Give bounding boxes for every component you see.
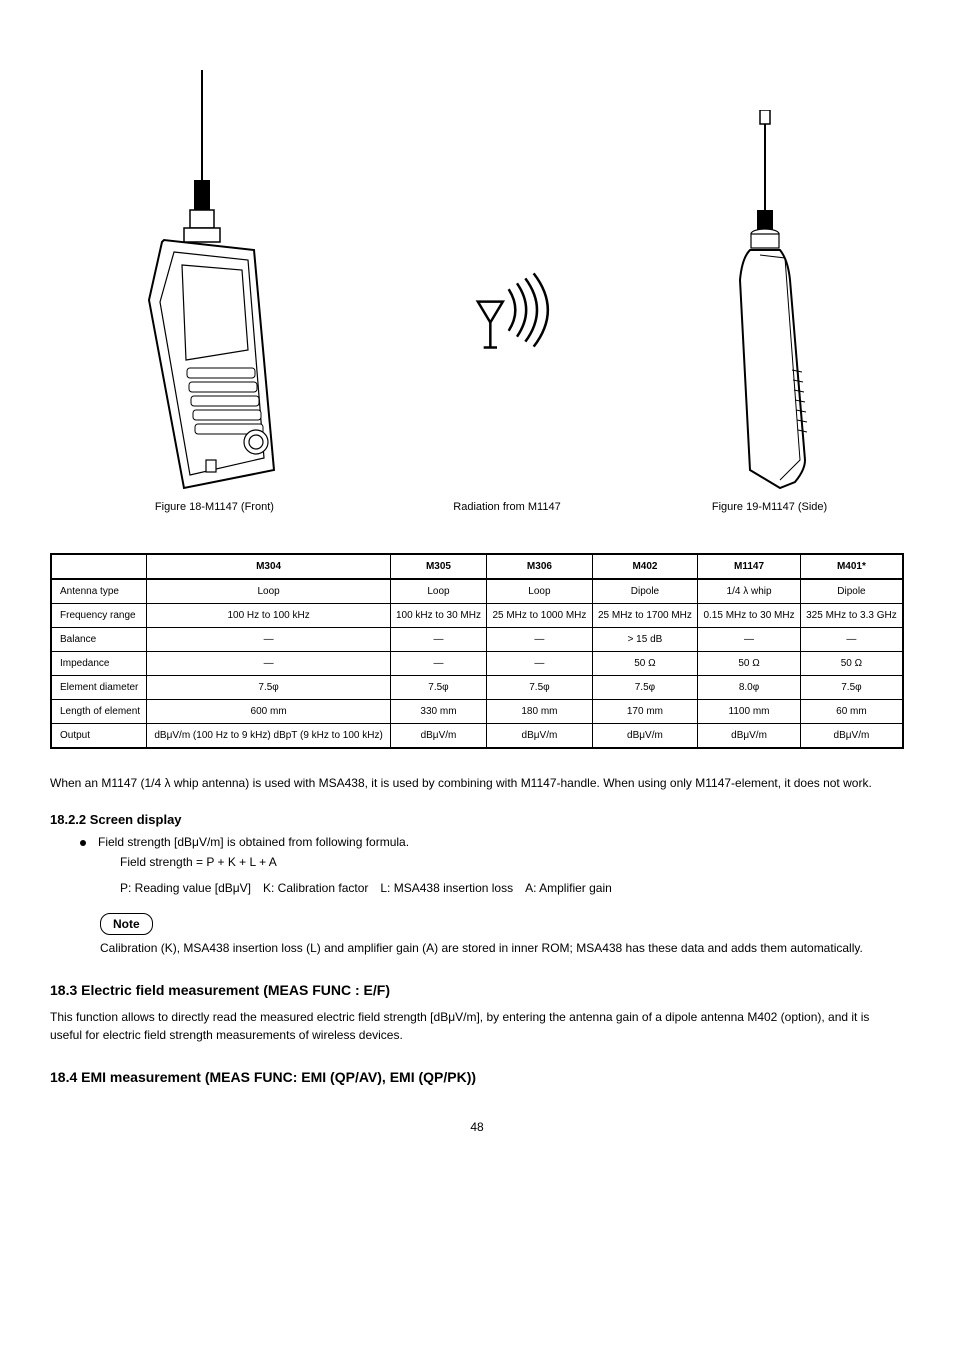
table-row: OutputdBμV/m (100 Hz to 9 kHz) dBpT (9 k… bbox=[51, 724, 903, 749]
heading-emi: 18.4 EMI measurement (MEAS FUNC: EMI (QP… bbox=[50, 1069, 904, 1085]
row-header-cell: Element diameter bbox=[51, 676, 147, 700]
figure-device-side: Figure 19-M1147 (Side) bbox=[710, 110, 830, 513]
m1147-usage-paragraph: When an M1147 (1/4 λ whip antenna) is us… bbox=[50, 774, 904, 792]
note-text: Calibration (K), MSA438 insertion loss (… bbox=[100, 939, 904, 957]
row-header-cell: Length of element bbox=[51, 700, 147, 724]
col-header bbox=[51, 554, 147, 579]
table-cell: 7.5φ bbox=[800, 676, 903, 700]
row-header-cell: Output bbox=[51, 724, 147, 749]
figure-front-label: Figure 18-M1147 (Front) bbox=[124, 501, 304, 513]
table-header-row: M304 M305 M306 M402 M1147 M401* bbox=[51, 554, 903, 579]
table-cell: 7.5φ bbox=[592, 676, 698, 700]
antenna-radiation-icon bbox=[457, 260, 557, 360]
row-header-cell: Impedance bbox=[51, 652, 147, 676]
table-cell: 0.15 MHz to 30 MHz bbox=[698, 604, 801, 628]
table-cell: 50 Ω bbox=[592, 652, 698, 676]
table-cell: > 15 dB bbox=[592, 628, 698, 652]
table-cell: — bbox=[800, 628, 903, 652]
device-side-illustration bbox=[710, 110, 830, 490]
table-row: Frequency range100 Hz to 100 kHz100 kHz … bbox=[51, 604, 903, 628]
table-row: Antenna typeLoopLoopLoopDipole1/4 λ whip… bbox=[51, 579, 903, 604]
table-row: Impedance———50 Ω50 Ω50 Ω bbox=[51, 652, 903, 676]
bullet-icon bbox=[80, 840, 86, 846]
table-cell: 325 MHz to 3.3 GHz bbox=[800, 604, 903, 628]
formula-line: Field strength = P + K + L + A bbox=[120, 855, 904, 869]
table-cell: 100 kHz to 30 MHz bbox=[390, 604, 486, 628]
table-cell: 1/4 λ whip bbox=[698, 579, 801, 604]
figure-radiation-label: Radiation from M1147 bbox=[453, 501, 560, 513]
table-cell: 60 mm bbox=[800, 700, 903, 724]
table-row: Length of element600 mm330 mm180 mm170 m… bbox=[51, 700, 903, 724]
table-cell: 600 mm bbox=[147, 700, 390, 724]
col-header: M1147 bbox=[698, 554, 801, 579]
col-header: M304 bbox=[147, 554, 390, 579]
figures-row: Figure 18-M1147 (Front) Radiation from M… bbox=[50, 70, 904, 513]
table-cell: — bbox=[390, 628, 486, 652]
heading-screen-display: 18.2.2 Screen display bbox=[50, 812, 904, 827]
figure-side-label: Figure 19-M1147 (Side) bbox=[710, 501, 830, 513]
bullet-field-strength: Field strength [dBμV/m] is obtained from… bbox=[80, 835, 904, 849]
table-cell: — bbox=[390, 652, 486, 676]
table-cell: dBμV/m bbox=[800, 724, 903, 749]
col-header: M305 bbox=[390, 554, 486, 579]
table-cell: Dipole bbox=[592, 579, 698, 604]
table-cell: 8.0φ bbox=[698, 676, 801, 700]
table-cell: dBμV/m bbox=[592, 724, 698, 749]
table-row: Balance———> 15 dB—— bbox=[51, 628, 903, 652]
bullet-text: Field strength [dBμV/m] is obtained from… bbox=[98, 835, 409, 849]
table-cell: dBμV/m bbox=[390, 724, 486, 749]
col-header: M402 bbox=[592, 554, 698, 579]
table-cell: 330 mm bbox=[390, 700, 486, 724]
table-cell: 1100 mm bbox=[698, 700, 801, 724]
table-cell: 50 Ω bbox=[698, 652, 801, 676]
row-header-cell: Balance bbox=[51, 628, 147, 652]
table-cell: Dipole bbox=[800, 579, 903, 604]
page-number: 48 bbox=[50, 1120, 904, 1134]
table-cell: 25 MHz to 1700 MHz bbox=[592, 604, 698, 628]
table-cell: dBμV/m (100 Hz to 9 kHz) dBpT (9 kHz to … bbox=[147, 724, 390, 749]
table-cell: — bbox=[147, 628, 390, 652]
table-cell: dBμV/m bbox=[698, 724, 801, 749]
efm-paragraph: This function allows to directly read th… bbox=[50, 1008, 904, 1044]
table-cell: — bbox=[487, 628, 593, 652]
table-cell: 100 Hz to 100 kHz bbox=[147, 604, 390, 628]
table-cell: — bbox=[147, 652, 390, 676]
row-header-cell: Antenna type bbox=[51, 579, 147, 604]
heading-efm: 18.3 Electric field measurement (MEAS FU… bbox=[50, 982, 904, 998]
table-cell: 170 mm bbox=[592, 700, 698, 724]
note-label-box: Note bbox=[100, 913, 153, 935]
device-front-illustration bbox=[124, 70, 304, 490]
table-cell: Loop bbox=[390, 579, 486, 604]
table-cell: 180 mm bbox=[487, 700, 593, 724]
table-cell: Loop bbox=[487, 579, 593, 604]
table-row: Element diameter7.5φ7.5φ7.5φ7.5φ8.0φ7.5φ bbox=[51, 676, 903, 700]
row-header-cell: Frequency range bbox=[51, 604, 147, 628]
table-cell: 25 MHz to 1000 MHz bbox=[487, 604, 593, 628]
table-cell: dBμV/m bbox=[487, 724, 593, 749]
table-cell: 7.5φ bbox=[390, 676, 486, 700]
col-header: M306 bbox=[487, 554, 593, 579]
table-cell: 50 Ω bbox=[800, 652, 903, 676]
col-header: M401* bbox=[800, 554, 903, 579]
figure-device-front: Figure 18-M1147 (Front) bbox=[124, 70, 304, 513]
table-cell: 7.5φ bbox=[487, 676, 593, 700]
table-cell: — bbox=[487, 652, 593, 676]
figure-radiation-icon: Radiation from M1147 bbox=[453, 260, 560, 513]
formula-legend: P: Reading value [dBμV] K: Calibration f… bbox=[120, 881, 904, 895]
table-cell: — bbox=[698, 628, 801, 652]
table-cell: Loop bbox=[147, 579, 390, 604]
antenna-spec-table: M304 M305 M306 M402 M1147 M401* Antenna … bbox=[50, 553, 904, 749]
table-cell: 7.5φ bbox=[147, 676, 390, 700]
